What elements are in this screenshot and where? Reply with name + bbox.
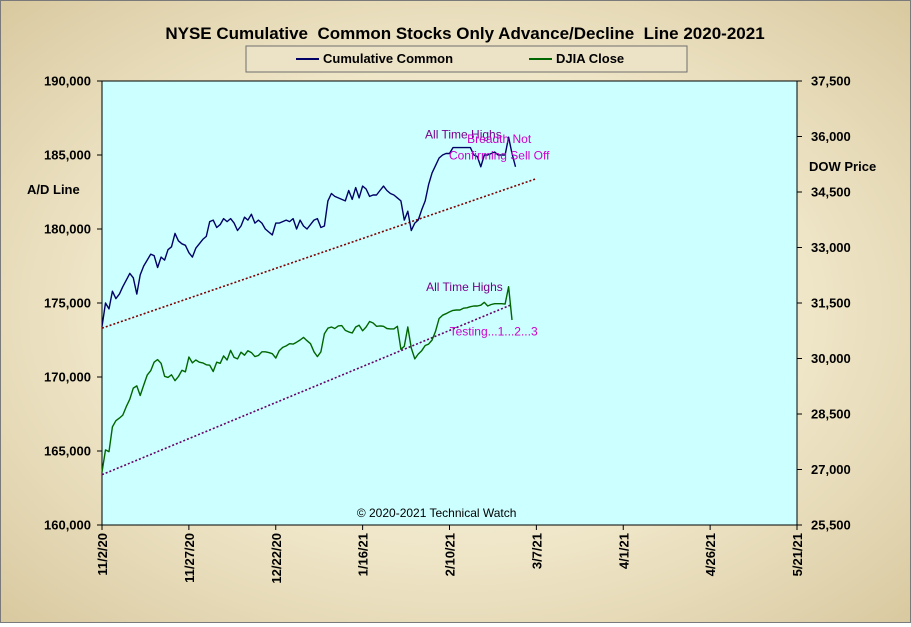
trendline-2 [101,303,513,476]
y-left-tick-label: 185,000 [44,148,91,163]
series-djia-close-line [101,286,513,473]
annotation: All Time Highs [425,128,502,142]
y-right-tick-label: 31,500 [811,296,851,311]
annotation: Testing...1...2...3 [450,325,538,339]
y-axis-left-label: A/D Line [27,182,80,197]
y-left-tick-label: 165,000 [44,444,91,459]
annotation: Breadth Not [467,132,532,146]
copyright-note: © 2020-2021 Technical Watch [357,506,517,520]
y-right-tick-label: 33,000 [811,240,851,255]
x-tick-label: 4/26/21 [703,533,718,576]
y-left-tick-label: 180,000 [44,222,91,237]
trendlines [101,177,537,476]
x-tick-label: 11/27/20 [182,533,197,583]
x-tick-label: 2/10/21 [443,533,458,576]
annotation: Confirming Sell Off [449,148,550,162]
y-right-tick-label: 34,500 [811,185,851,200]
x-axis: 11/2/20 11/27/20 12/22/20 1/16/21 2/10/21 3/7… [95,525,805,584]
plot-area [101,80,798,526]
y-right-tick-label: 28,500 [811,407,851,422]
chart-title: NYSE Cumulative Common Stocks Only Advan… [165,24,764,43]
y-left-tick-label: 170,000 [44,370,91,385]
series-cumulative-common-line [101,136,517,327]
y-left-tick-label: 190,000 [44,74,91,89]
y-right-tick-label: 25,500 [811,518,851,533]
series [101,136,517,473]
legend: Cumulative Common DJIA Close [245,45,688,73]
y-right-tick-label: 30,000 [811,351,851,366]
y-left-tick-label: 175,000 [44,296,91,311]
y-right-tick-label: 27,000 [811,462,851,477]
legend-label-cumulative: Cumulative Common [323,51,453,66]
x-tick-label: 1/16/21 [356,533,371,576]
x-tick-label: 12/22/20 [269,533,284,584]
y-left-tick-label: 160,000 [44,518,91,533]
trendline-1 [101,177,537,329]
legend-label-djia: DJIA Close [556,51,624,66]
y-right-tick-label: 36,000 [811,129,851,144]
x-tick-label: 11/2/20 [95,533,110,576]
y-axis-right: 25,500 27,000 28,500 30,000 31,500 33,000 34,5… [797,74,851,533]
x-tick-label: 3/7/21 [529,533,544,569]
legend-box [245,45,688,73]
y-axis-left: 160,000 165,000 170,000 175,000 180,000 185,0… [44,74,102,533]
x-tick-label: 5/21/21 [790,533,805,576]
x-tick-label: 4/1/21 [616,533,631,569]
annotation: All Time Highs [426,280,503,294]
y-axis-right-label: DOW Price [809,159,876,174]
y-right-tick-label: 37,500 [811,74,851,89]
